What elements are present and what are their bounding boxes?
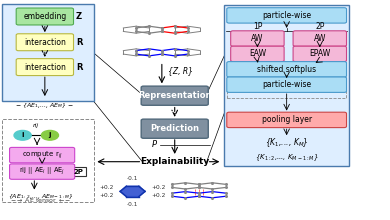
Bar (2, 4, 94, 101)
Text: {AE$_{1:2}$,..., AE$_{M-1:M}$}: {AE$_{1:2}$,..., AE$_{M-1:M}$} (8, 192, 74, 201)
Text: +0.2: +0.2 (151, 185, 166, 190)
FancyBboxPatch shape (231, 31, 284, 46)
Bar (71, 167, 86, 176)
Text: shifted softplus: shifted softplus (257, 65, 316, 74)
Text: $-$$\rightarrow$ AE tensor $\leftarrow$$-$: $-$$\rightarrow$ AE tensor $\leftarrow$$… (11, 196, 71, 204)
Text: {Z, R}: {Z, R} (168, 66, 193, 75)
FancyBboxPatch shape (293, 46, 346, 62)
Text: EPAW: EPAW (309, 50, 330, 58)
Polygon shape (120, 186, 145, 197)
Circle shape (14, 130, 31, 140)
Text: AW: AW (251, 34, 264, 43)
Bar (2, 119, 94, 202)
FancyBboxPatch shape (227, 62, 347, 77)
FancyBboxPatch shape (16, 59, 74, 76)
Text: +0.2: +0.2 (99, 185, 114, 190)
Text: -0.1: -0.1 (127, 202, 138, 207)
FancyBboxPatch shape (9, 164, 75, 179)
Text: embedding: embedding (23, 12, 66, 21)
Text: Prediction: Prediction (150, 124, 199, 133)
Text: R: R (76, 63, 82, 72)
Text: +0.2: +0.2 (151, 193, 166, 198)
Text: j: j (49, 132, 51, 138)
Circle shape (41, 130, 58, 140)
Text: pooling layer: pooling layer (262, 116, 312, 124)
Text: rij || AE$_i$ || AE$_j$: rij || AE$_i$ || AE$_j$ (19, 166, 65, 177)
Bar (224, 6, 349, 166)
Text: rij: rij (33, 123, 39, 128)
FancyBboxPatch shape (141, 119, 208, 138)
Text: Z: Z (76, 12, 82, 21)
Text: Explainability: Explainability (140, 157, 209, 166)
Text: particle-wise: particle-wise (262, 80, 311, 89)
Text: P: P (152, 140, 156, 149)
Text: {$K_1$,..., $K_M$}: {$K_1$,..., $K_M$} (265, 137, 308, 149)
FancyBboxPatch shape (231, 46, 284, 62)
Text: +0.2: +0.2 (99, 193, 114, 198)
FancyBboxPatch shape (227, 8, 347, 23)
FancyBboxPatch shape (227, 112, 347, 128)
Bar (227, 72, 346, 98)
Text: Representation: Representation (138, 91, 211, 100)
FancyBboxPatch shape (16, 8, 74, 25)
Text: R: R (76, 38, 82, 47)
Text: {$K_{1:2}$,..., $K_{M-1:M}$}: {$K_{1:2}$,..., $K_{M-1:M}$} (255, 152, 319, 163)
Text: -0.1: -0.1 (127, 176, 138, 181)
Text: i: i (21, 132, 24, 138)
FancyBboxPatch shape (227, 77, 347, 92)
Text: 1P: 1P (253, 22, 262, 31)
Text: $-$ {AE$_1$,..., AE$_M$} $-$: $-$ {AE$_1$,..., AE$_M$} $-$ (15, 101, 74, 110)
Text: EAW: EAW (249, 50, 266, 58)
Text: 2P: 2P (74, 169, 84, 175)
FancyBboxPatch shape (293, 31, 346, 46)
FancyBboxPatch shape (16, 34, 74, 51)
FancyBboxPatch shape (141, 86, 208, 105)
Text: interaction: interaction (24, 38, 66, 47)
Text: particle-wise: particle-wise (262, 11, 311, 20)
Text: interaction: interaction (24, 63, 66, 72)
FancyBboxPatch shape (9, 147, 75, 163)
Text: compute r$_{ij}$: compute r$_{ij}$ (22, 149, 62, 161)
Text: AW: AW (314, 34, 326, 43)
Text: 2P: 2P (315, 22, 324, 31)
